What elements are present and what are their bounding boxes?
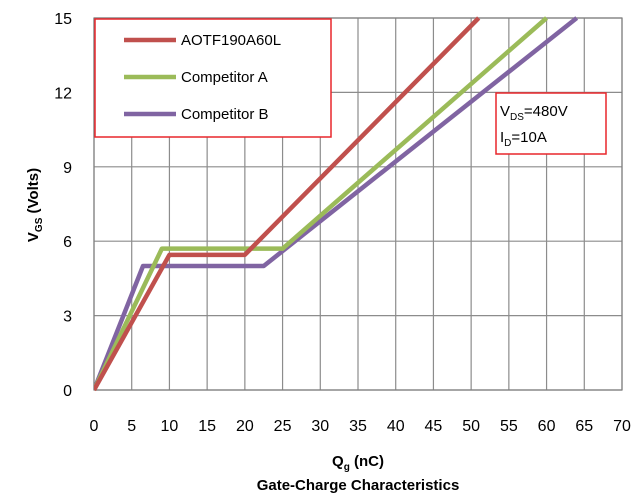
annotation-vds: VDS=480V [500,103,568,123]
plot-border [93,17,623,391]
series-line-aotf190a60l [94,16,481,392]
x-tick-label: 25 [274,418,292,435]
x-tick-label: 5 [127,418,136,435]
annotation-border [495,92,607,155]
legend-label: Competitor A [181,69,268,86]
annotation-id: ID=10A [500,129,547,149]
titles: VGS (Volts) Qg (nC) Gate-Charge Characte… [25,168,459,494]
y-tick-label: 15 [54,11,72,28]
x-axis-title: Qg (nC) [332,453,384,473]
tick-labels: 0 5 10 15 20 25 30 35 40 45 50 55 60 65 70 0 3 6 9 12 15 [54,11,631,435]
series-lines [94,16,579,392]
y-tick-label: 0 [63,383,72,400]
series-line-competitor-b [94,16,579,391]
legend-label: AOTF190A60L [181,32,281,49]
x-tick-label: 55 [500,418,518,435]
x-tick-label: 70 [613,418,631,435]
y-tick-label: 9 [63,160,72,177]
x-tick-label: 30 [311,418,329,435]
y-tick-label: 12 [54,85,72,102]
series-line-competitor-a [94,16,549,391]
y-axis-title: VGS (Volts) [25,168,45,242]
x-tick-label: 45 [425,418,443,435]
x-tick-label: 35 [349,418,367,435]
x-tick-label: 20 [236,418,254,435]
x-tick-label: 65 [575,418,593,435]
legend: AOTF190A60L Competitor A Competitor B [94,18,332,138]
chart-title: Gate-Charge Characteristics [257,477,460,494]
y-tick-label: 6 [63,234,72,251]
annotation-box: VDS=480V ID=10A [495,92,607,155]
x-tick-label: 0 [90,418,99,435]
y-tick-label: 3 [63,309,72,326]
x-tick-label: 15 [198,418,216,435]
x-tick-label: 10 [161,418,179,435]
x-tick-label: 50 [462,418,480,435]
x-tick-label: 60 [538,418,556,435]
x-tick-label: 40 [387,418,405,435]
legend-label: Competitor B [181,106,269,123]
